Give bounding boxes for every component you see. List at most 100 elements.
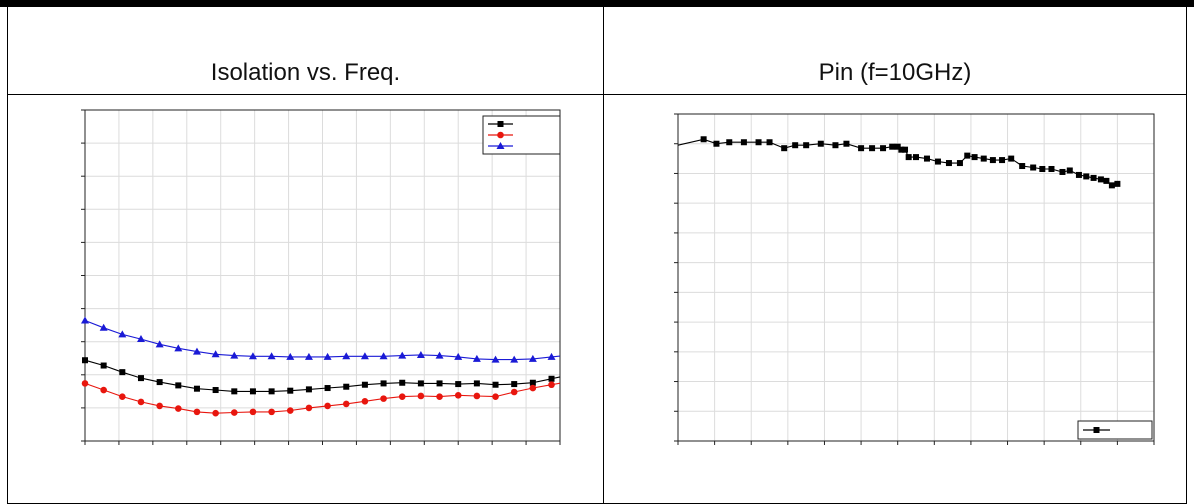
data-point xyxy=(803,142,810,149)
data-point xyxy=(435,351,444,359)
legend-marker xyxy=(497,121,504,127)
data-point xyxy=(398,393,406,400)
data-point xyxy=(956,160,963,167)
plot-frame xyxy=(677,113,1155,442)
data-point xyxy=(700,136,707,143)
table-left-border xyxy=(7,7,8,504)
data-point xyxy=(548,375,555,382)
data-point xyxy=(902,146,909,153)
data-point xyxy=(81,316,89,324)
right-column-header: Pin (f=10GHz) xyxy=(818,59,972,86)
data-point xyxy=(455,381,462,388)
table-header-divider xyxy=(7,94,1187,95)
data-point xyxy=(740,139,747,146)
data-point xyxy=(510,355,519,363)
data-point xyxy=(193,385,200,392)
data-point xyxy=(473,380,480,387)
data-point xyxy=(156,402,163,410)
data-point xyxy=(869,145,876,152)
data-point xyxy=(380,380,387,387)
data-point xyxy=(267,352,276,360)
data-point xyxy=(1083,173,1090,180)
data-point xyxy=(755,139,762,146)
data-point xyxy=(898,146,905,153)
data-point xyxy=(305,386,312,393)
data-point xyxy=(1097,176,1104,183)
series-line xyxy=(84,382,552,414)
data-point xyxy=(137,398,145,406)
data-point xyxy=(119,393,126,400)
data-point xyxy=(230,409,238,416)
isolation-chart xyxy=(81,109,561,445)
data-point xyxy=(492,381,499,388)
data-point xyxy=(287,387,294,394)
data-point xyxy=(473,392,481,400)
data-point xyxy=(491,355,500,363)
data-point xyxy=(268,388,275,395)
legend-marker xyxy=(496,142,505,149)
data-point xyxy=(1059,168,1066,175)
data-point xyxy=(1075,171,1082,178)
data-point xyxy=(99,323,108,331)
data-point xyxy=(792,142,799,149)
data-point xyxy=(858,145,865,152)
data-point xyxy=(211,350,220,358)
data-point xyxy=(999,157,1006,164)
data-point xyxy=(766,139,773,146)
data-point xyxy=(436,393,443,400)
data-point xyxy=(286,352,295,360)
data-point xyxy=(726,139,733,146)
data-point xyxy=(1048,165,1055,172)
data-point xyxy=(118,330,127,338)
data-point xyxy=(324,385,331,392)
data-point xyxy=(231,388,238,395)
data-point xyxy=(934,158,941,165)
data-point xyxy=(923,155,930,162)
data-point xyxy=(342,400,350,408)
data-point xyxy=(454,392,462,399)
data-point xyxy=(1114,180,1121,187)
data-point xyxy=(417,380,424,387)
data-point xyxy=(889,143,896,150)
data-point xyxy=(548,381,555,389)
data-point xyxy=(1030,164,1037,171)
table-center-divider xyxy=(603,7,604,504)
data-point xyxy=(137,375,144,382)
data-point xyxy=(361,381,368,388)
data-point xyxy=(529,379,536,386)
data-point xyxy=(342,352,351,360)
data-point xyxy=(81,380,89,387)
data-point xyxy=(249,388,256,395)
legend-marker xyxy=(497,131,504,139)
data-point xyxy=(511,381,518,388)
data-point xyxy=(175,405,182,412)
data-point xyxy=(323,352,332,360)
data-point xyxy=(192,347,201,355)
data-point xyxy=(817,140,824,147)
data-point xyxy=(945,160,952,167)
table-top-border xyxy=(0,0,1194,7)
data-point xyxy=(1090,174,1097,181)
data-point xyxy=(343,383,350,390)
data-point xyxy=(304,352,313,360)
data-point xyxy=(305,404,313,412)
data-point xyxy=(1066,167,1073,174)
data-point xyxy=(212,387,219,394)
data-point xyxy=(913,154,919,161)
data-point xyxy=(781,145,788,152)
data-point xyxy=(529,384,537,392)
data-point xyxy=(964,152,971,159)
data-point xyxy=(832,142,839,149)
series-1 xyxy=(82,357,561,395)
data-point xyxy=(510,388,518,396)
legend-box xyxy=(1077,420,1153,440)
data-point xyxy=(472,354,481,362)
data-point xyxy=(843,140,850,147)
data-point xyxy=(880,145,887,152)
data-point xyxy=(268,408,275,416)
table-right-border xyxy=(1186,7,1187,504)
data-point xyxy=(399,379,406,386)
data-point xyxy=(454,352,463,360)
data-point xyxy=(1108,182,1115,189)
data-point xyxy=(380,395,387,402)
